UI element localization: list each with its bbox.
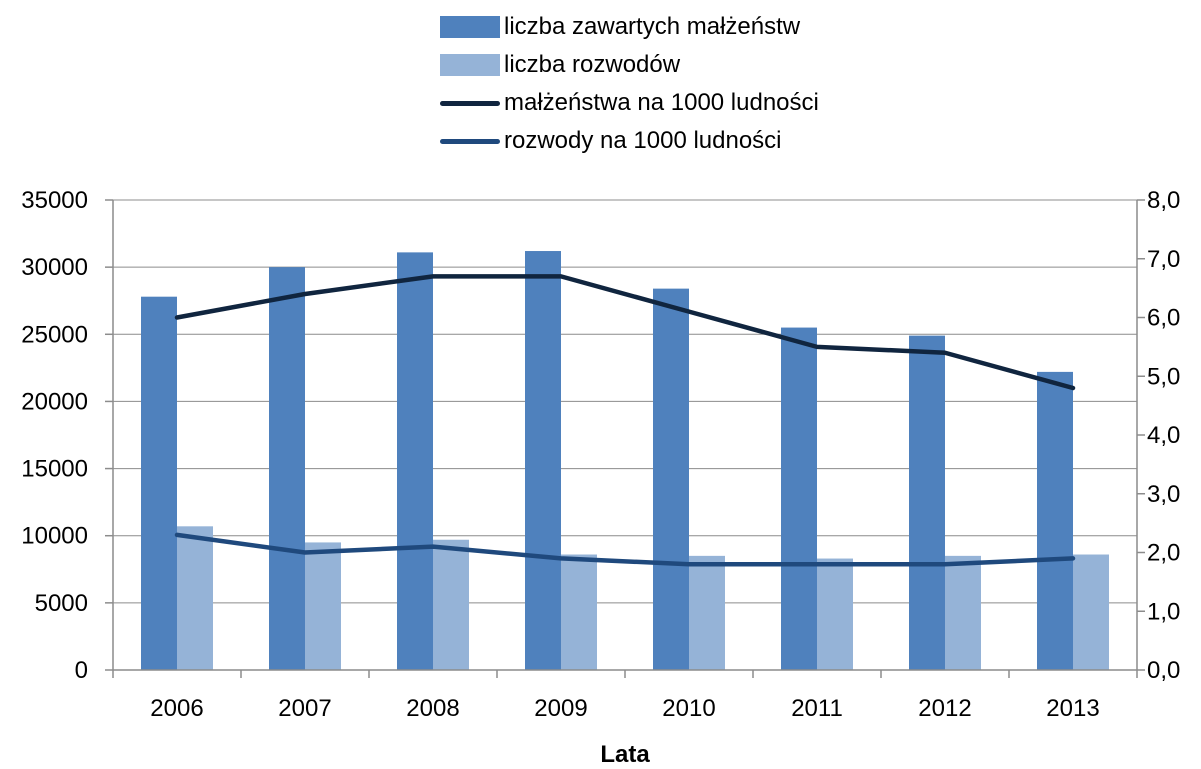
x-tick-label: 2009 [534, 695, 587, 722]
y-tick-label-right: 5,0 [1147, 363, 1180, 390]
y-tick-label-right: 4,0 [1147, 422, 1180, 449]
y-tick-label-left: 10000 [21, 523, 88, 550]
bar-marriages [397, 252, 433, 670]
y-tick-label-left: 5000 [35, 590, 88, 617]
bar-divorces [433, 539, 469, 670]
legend-swatch-divorces [440, 54, 500, 76]
bar-divorces [689, 555, 725, 670]
y-tick-label-left: 20000 [21, 388, 88, 415]
y-tick-label-left: 35000 [21, 187, 88, 214]
x-tick-label: 2007 [278, 695, 331, 722]
legend-swatch-divorce-rate [440, 138, 500, 144]
y-tick-label-left: 15000 [21, 456, 88, 483]
y-tick-label-right: 1,0 [1147, 598, 1180, 625]
y-tick-label-left: 25000 [21, 321, 88, 348]
x-tick-label: 2013 [1046, 695, 1099, 722]
bar-marriages [653, 288, 689, 670]
line-divorce-rate [174, 532, 1076, 567]
bar-marriages [525, 251, 561, 670]
bar-divorces [1073, 554, 1109, 670]
x-tick-label: 2010 [662, 695, 715, 722]
chart-legend: liczba zawartych małżeństw liczba rozwod… [440, 8, 819, 160]
bar-divorces [945, 555, 981, 670]
y-tick-label-right: 2,0 [1147, 540, 1180, 567]
y-tick-label-left: 0 [75, 657, 88, 684]
legend-label-marriage-rate: małżeństwa na 1000 ludności [504, 89, 819, 116]
bar-divorces [561, 554, 597, 670]
legend-item-divorce-rate: rozwody na 1000 ludności [440, 122, 819, 160]
bar-marriages [269, 267, 305, 670]
y-tick-label-right: 6,0 [1147, 305, 1180, 332]
bar-marriages [781, 327, 817, 670]
legend-label-divorces: liczba rozwodów [504, 51, 681, 78]
legend-item-marriage-rate: małżeństwa na 1000 ludności [440, 84, 819, 122]
legend-swatch-marriage-rate [440, 100, 500, 106]
legend-label-marriages: liczba zawartych małżeństw [504, 13, 801, 40]
y-tick-label-right: 3,0 [1147, 481, 1180, 508]
y-tick-label-left: 30000 [21, 254, 88, 281]
legend-item-marriages: liczba zawartych małżeństw [440, 8, 819, 46]
bar-divorces [177, 526, 213, 670]
bar-marriages [1037, 371, 1073, 670]
bar-divorces [817, 558, 853, 670]
x-tick-label: 2008 [406, 695, 459, 722]
y-tick-label-right: 0,0 [1147, 657, 1180, 684]
bar-marriages [909, 335, 945, 670]
x-axis-title: Lata [600, 741, 650, 768]
y-tick-label-right: 8,0 [1147, 187, 1180, 214]
x-tick-label: 2006 [150, 695, 203, 722]
legend-label-divorce-rate: rozwody na 1000 ludności [504, 127, 782, 154]
bar-divorces [305, 542, 341, 670]
bar-marriages [141, 296, 177, 670]
x-tick-label: 2012 [918, 695, 971, 722]
x-tick-label: 2011 [791, 695, 843, 722]
line-marriage-rate [174, 274, 1076, 391]
legend-item-divorces: liczba rozwodów [440, 46, 819, 84]
y-tick-label-right: 7,0 [1147, 246, 1180, 273]
legend-swatch-marriages [440, 16, 500, 38]
